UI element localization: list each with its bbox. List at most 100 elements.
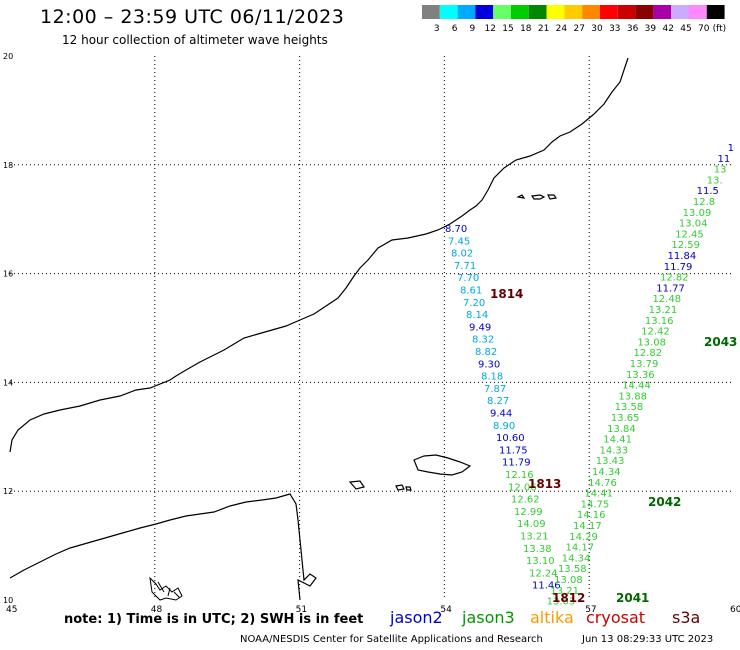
legend-label: 42 <box>662 24 673 34</box>
swh-value: 8.61 <box>460 286 482 297</box>
swh-value: 14.44 <box>622 381 651 392</box>
swh-tracks: 8.707.45 8.027.717.70 8.617.208.149.49 8.32… <box>445 143 734 608</box>
footer-note: note: 1) Time is in UTC; 2) SWH is in fe… <box>64 612 364 627</box>
swh-value: 14.29 <box>569 532 598 543</box>
swh-value: 13.08 <box>554 575 583 586</box>
color-legend: 3 6 9 12 15 18 21 24 27 30 33 36 39 42 45 70 (ft) <box>422 5 726 34</box>
legend-swatch <box>564 5 583 19</box>
swh-value: 13.43 <box>596 456 625 467</box>
legend-swatch <box>475 5 494 19</box>
lon-tick-label: 51 <box>296 605 307 615</box>
pass-time: 1812 <box>552 591 585 605</box>
swh-value: 12.42 <box>641 327 670 338</box>
credit-line: NOAA/NESDIS Center for Satellite Applica… <box>240 634 543 645</box>
swh-value: 8.27 <box>487 396 509 407</box>
pass-time-labels: 1814 1813 1812 2043 2042 2041 <box>490 287 737 605</box>
arabian-coast <box>9 57 629 453</box>
legend-label: 18 <box>520 24 532 34</box>
generation-timestamp: Jun 13 08:29:33 UTC 2023 <box>582 634 714 645</box>
swh-value: 13.21 <box>520 532 549 543</box>
swh-value: 8.90 <box>493 421 515 432</box>
legend-label: 45 <box>680 24 691 34</box>
swh-value: 13.09 <box>683 208 712 219</box>
swh-value: 14.17 <box>573 521 602 532</box>
legend-swatch <box>671 5 689 19</box>
satellite-label-altika: altika <box>530 608 574 627</box>
legend-label: 36 <box>627 24 639 34</box>
legend-label: 6 <box>452 24 458 34</box>
satellite-label-jason2: jason2 <box>390 608 443 627</box>
swh-value: 14.33 <box>600 445 629 456</box>
lon-tick-label: 54 <box>440 605 452 615</box>
lon-tick-label: 57 <box>585 605 596 615</box>
pass-time: 2042 <box>648 495 681 509</box>
swh-value: 12.24 <box>529 568 558 579</box>
swh-value: 12.59 <box>671 240 700 251</box>
legend-swatch <box>635 5 654 19</box>
legend-label: 70 <box>698 24 710 34</box>
swh-value: 9.30 <box>478 359 500 370</box>
socotra-island <box>413 454 472 476</box>
swh-value: 10.60 <box>496 433 525 444</box>
swh-value: 7.70 <box>457 273 479 284</box>
pass-time: 1814 <box>490 287 523 301</box>
swh-value: 12.48 <box>652 294 681 305</box>
lat-tick-label: 20 <box>3 52 13 61</box>
lon-tick-label: 45 <box>6 605 17 615</box>
small-island-4 <box>516 194 526 199</box>
swh-value: 12.99 <box>514 507 543 518</box>
satellite-label-jason3: jason3 <box>462 608 515 627</box>
swh-value: 14.09 <box>517 519 546 530</box>
swh-value: 12.8 <box>693 197 715 208</box>
swh-value: 13.08 <box>637 337 666 348</box>
satellite-label-cryosat: cryosat <box>586 608 646 627</box>
legend-label: 15 <box>502 24 513 34</box>
legend-swatch <box>600 5 618 19</box>
legend-label: 27 <box>573 24 584 34</box>
small-island-2 <box>395 484 405 491</box>
legend-label: 39 <box>645 24 657 34</box>
swh-value: 8.70 <box>445 224 467 235</box>
swh-value: 14.34 <box>592 467 621 478</box>
swh-value: 13.10 <box>526 556 555 567</box>
legend-swatch <box>457 5 476 19</box>
swh-value: 14.76 <box>588 478 617 489</box>
swh-value: 11.5 <box>697 186 719 197</box>
legend-unit: (ft) <box>713 24 727 34</box>
swh-value: 11 <box>717 154 730 165</box>
swh-value: 8.14 <box>466 310 488 321</box>
swh-value: 12.82 <box>660 273 689 284</box>
swh-value: 11.46 <box>532 581 561 592</box>
swh-value: 13.03 <box>547 597 576 608</box>
swh-value: 11.79 <box>502 458 531 469</box>
lon-tick-label: 48 <box>151 605 163 615</box>
swh-value: 13.21 <box>550 586 579 597</box>
swh-value: 14.41 <box>603 435 632 446</box>
swh-value: 8.18 <box>481 372 503 383</box>
swh-value: 13.36 <box>626 370 655 381</box>
swh-value: 13.38 <box>523 544 552 555</box>
swh-value: 14.17 <box>565 543 594 554</box>
legend-label: 9 <box>470 24 476 34</box>
lat-tick-label: 16 <box>3 270 13 279</box>
swh-value: 14.41 <box>584 489 613 500</box>
small-island-1 <box>348 480 365 490</box>
swh-value: 1 <box>728 143 734 154</box>
swh-value: 13.21 <box>649 305 678 316</box>
coastline <box>9 57 629 601</box>
legend-swatch <box>528 5 547 19</box>
small-island-5 <box>530 194 546 200</box>
swh-value: 14.34 <box>562 553 591 564</box>
swh-value: 12.62 <box>511 495 540 506</box>
swh-value: 11.79 <box>664 262 693 273</box>
swh-value: 8.02 <box>451 249 473 260</box>
pass-time: 2041 <box>616 591 649 605</box>
lat-tick-label: 14 <box>3 378 13 387</box>
lon-tick-label: 60 <box>730 605 740 615</box>
swh-value: 13.79 <box>630 359 659 370</box>
satellite-label-s3a: s3a <box>672 608 701 627</box>
map-subtitle: 12 hour collection of altimeter wave hei… <box>62 33 328 47</box>
swh-value: 13. <box>707 175 723 186</box>
swh-value: 7.71 <box>454 261 476 272</box>
